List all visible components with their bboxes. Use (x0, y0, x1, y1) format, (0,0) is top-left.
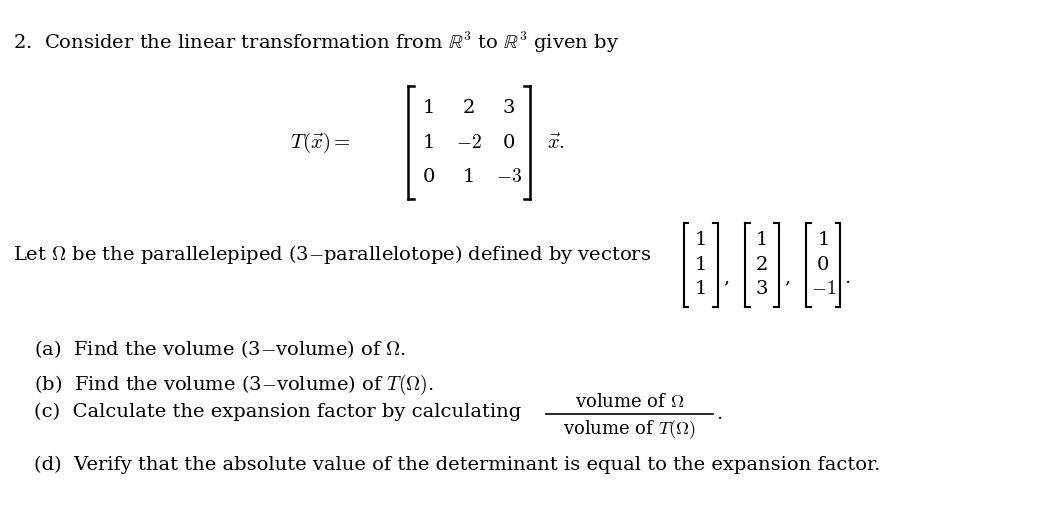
Text: 0: 0 (423, 168, 435, 186)
Text: (c)  Calculate the expansion factor by calculating: (c) Calculate the expansion factor by ca… (34, 402, 521, 421)
Text: 2: 2 (463, 100, 475, 117)
Text: 1: 1 (423, 100, 435, 117)
Text: (d)  Verify that the absolute value of the determinant is equal to the expansion: (d) Verify that the absolute value of th… (34, 456, 880, 474)
Text: 1: 1 (695, 256, 706, 274)
Text: $-2$: $-2$ (456, 134, 482, 152)
Text: volume of $\Omega$: volume of $\Omega$ (575, 393, 684, 411)
Text: 0: 0 (502, 134, 515, 152)
Text: 1: 1 (463, 168, 475, 186)
Text: 1: 1 (817, 231, 829, 250)
Text: 2: 2 (756, 256, 768, 274)
Text: ,: , (785, 269, 791, 287)
Text: (a)  Find the volume (3$-$volume) of $\Omega$.: (a) Find the volume (3$-$volume) of $\Om… (34, 338, 407, 360)
Text: .: . (716, 406, 722, 423)
Text: $T(\vec{x}) = $: $T(\vec{x}) = $ (290, 130, 350, 155)
Text: 0: 0 (817, 256, 829, 274)
Text: 3: 3 (502, 100, 515, 117)
Text: .: . (844, 269, 851, 287)
Text: 2.  Consider the linear transformation from $\mathbb{R}^3$ to $\mathbb{R}^3$ giv: 2. Consider the linear transformation fr… (14, 29, 619, 54)
Text: 1: 1 (695, 280, 706, 299)
Text: 1: 1 (695, 231, 706, 250)
Text: volume of $T(\Omega)$: volume of $T(\Omega)$ (563, 419, 696, 441)
Text: Let $\Omega$ be the parallelepiped (3$-$parallelotope) defined by vectors: Let $\Omega$ be the parallelepiped (3$-$… (14, 243, 652, 266)
Text: 1: 1 (423, 134, 435, 152)
Text: (b)  Find the volume (3$-$volume) of $T(\Omega)$.: (b) Find the volume (3$-$volume) of $T(\… (34, 373, 433, 397)
Text: $-3$: $-3$ (496, 168, 521, 186)
Text: $\vec{x}.$: $\vec{x}.$ (547, 133, 565, 152)
Text: 1: 1 (756, 231, 768, 250)
Text: ,: , (723, 269, 730, 287)
Text: 3: 3 (756, 280, 768, 299)
Text: $-1$: $-1$ (810, 280, 836, 299)
